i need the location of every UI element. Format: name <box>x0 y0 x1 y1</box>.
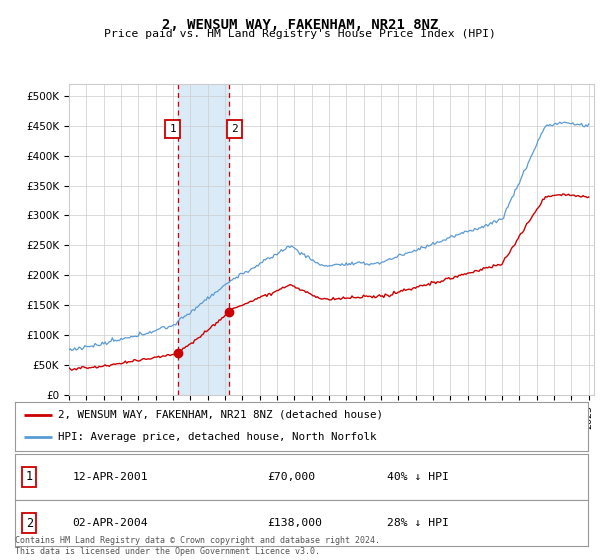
Text: 2: 2 <box>26 516 33 530</box>
Text: Contains HM Land Registry data © Crown copyright and database right 2024.
This d: Contains HM Land Registry data © Crown c… <box>15 536 380 556</box>
Text: 1: 1 <box>169 124 176 134</box>
Text: £70,000: £70,000 <box>267 472 315 482</box>
Text: 28% ↓ HPI: 28% ↓ HPI <box>388 518 449 528</box>
Bar <box>178 84 229 395</box>
Text: 2, WENSUM WAY, FAKENHAM, NR21 8NZ (detached house): 2, WENSUM WAY, FAKENHAM, NR21 8NZ (detac… <box>58 410 383 420</box>
Text: Price paid vs. HM Land Registry's House Price Index (HPI): Price paid vs. HM Land Registry's House … <box>104 29 496 39</box>
Text: 2, WENSUM WAY, FAKENHAM, NR21 8NZ: 2, WENSUM WAY, FAKENHAM, NR21 8NZ <box>162 18 438 32</box>
Text: 40% ↓ HPI: 40% ↓ HPI <box>388 472 449 482</box>
Text: 12-APR-2001: 12-APR-2001 <box>73 472 148 482</box>
Text: 1: 1 <box>26 470 33 483</box>
Text: 02-APR-2004: 02-APR-2004 <box>73 518 148 528</box>
Text: HPI: Average price, detached house, North Norfolk: HPI: Average price, detached house, Nort… <box>58 432 376 442</box>
Text: £138,000: £138,000 <box>267 518 322 528</box>
Text: 2: 2 <box>231 124 238 134</box>
